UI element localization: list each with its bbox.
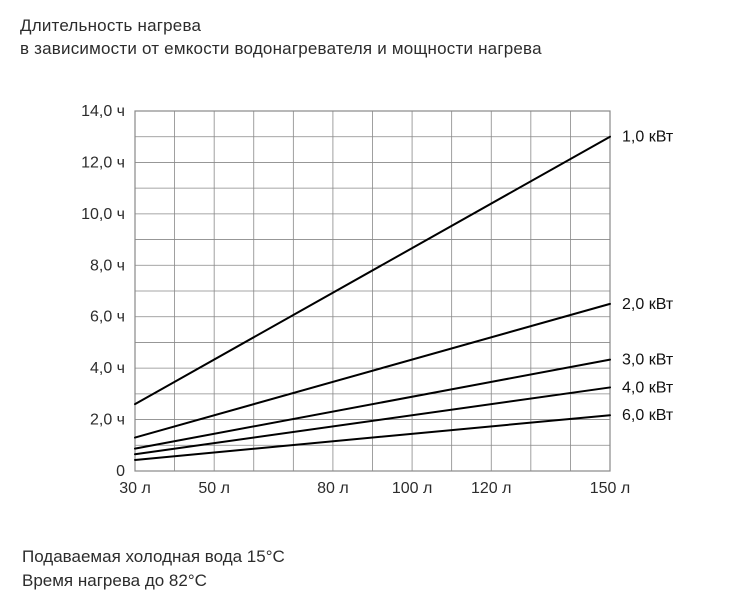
series-label: 2,0 кВт <box>622 296 674 313</box>
chart-footer-notes: Подаваемая холодная вода 15°С Время нагр… <box>22 545 285 593</box>
series-label: 1,0 кВт <box>622 129 674 146</box>
chart-title: Длительность нагрева в зависимости от ем… <box>20 15 728 61</box>
x-tick-label: 150 л <box>590 480 630 497</box>
page: Длительность нагрева в зависимости от ем… <box>0 0 748 611</box>
title-line-2: в зависимости от емкости водонагревателя… <box>20 38 728 61</box>
series-label: 3,0 кВт <box>622 352 674 369</box>
footer-line-2: Время нагрева до 82°С <box>22 569 285 593</box>
y-tick-label: 12,0 ч <box>81 154 125 171</box>
x-tick-label: 120 л <box>471 480 511 497</box>
y-tick-label: 6,0 ч <box>90 309 125 326</box>
x-tick-label: 50 л <box>198 480 230 497</box>
y-tick-label: 14,0 ч <box>81 103 125 120</box>
x-tick-label: 100 л <box>392 480 432 497</box>
y-tick-label: 10,0 ч <box>81 206 125 223</box>
y-tick-label: 0 <box>116 463 125 480</box>
footer-line-1: Подаваемая холодная вода 15°С <box>22 545 285 569</box>
heating-duration-chart: 0 2,0 ч 4,0 ч 6,0 ч 8,0 ч 10,0 ч 12,0 ч 14,0 ч 3… <box>65 101 705 501</box>
x-tick-label: 30 л <box>119 480 151 497</box>
y-tick-label: 4,0 ч <box>90 360 125 377</box>
y-tick-label: 2,0 ч <box>90 411 125 428</box>
title-line-1: Длительность нагрева <box>20 15 728 38</box>
series-label: 6,0 кВт <box>622 407 674 424</box>
y-tick-label: 8,0 ч <box>90 257 125 274</box>
x-tick-label: 80 л <box>317 480 349 497</box>
chart-svg: 0 2,0 ч 4,0 ч 6,0 ч 8,0 ч 10,0 ч 12,0 ч 14,0 ч 3… <box>65 101 705 501</box>
series-label: 4,0 кВт <box>622 379 674 396</box>
chart-bg <box>65 101 705 501</box>
